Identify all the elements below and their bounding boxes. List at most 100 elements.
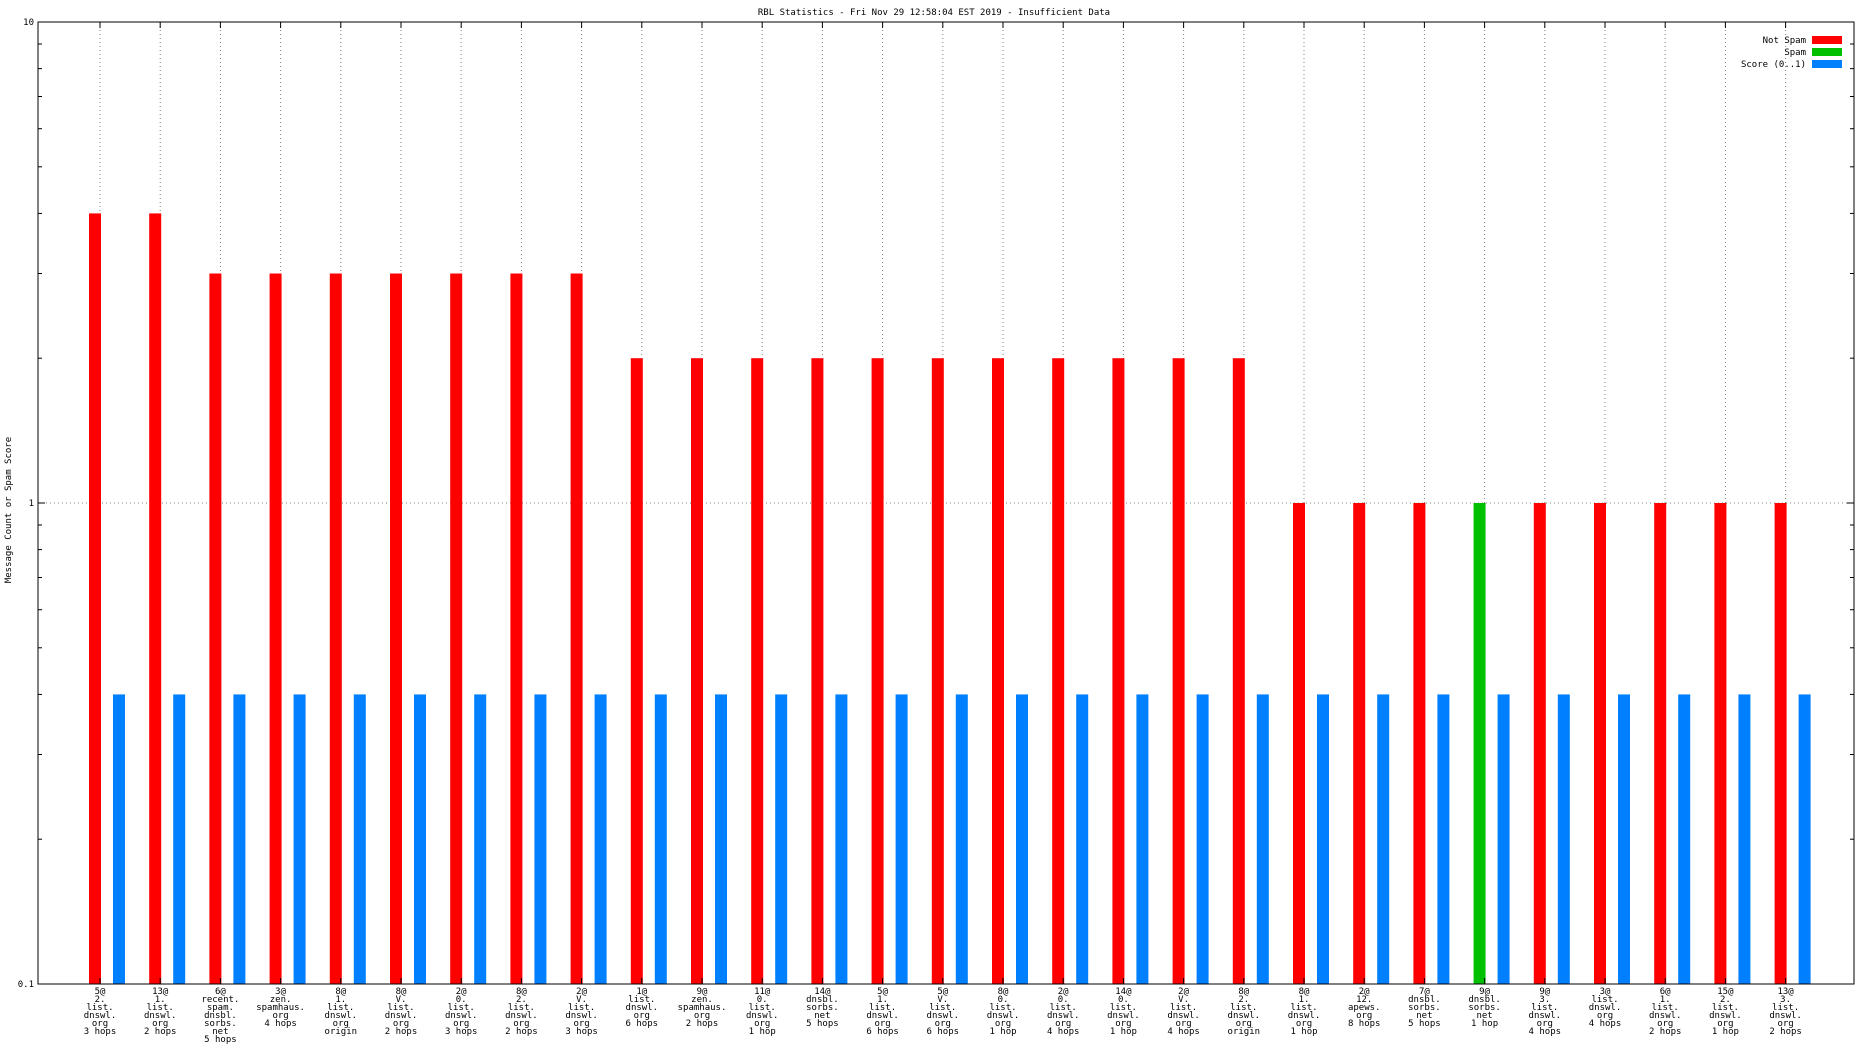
bar-score — [1497, 694, 1510, 984]
x-tick-label-line: 5 hops — [806, 1019, 839, 1029]
bar-score — [1136, 694, 1149, 984]
x-tick-label-line: 1 hop — [1471, 1019, 1498, 1029]
x-tick-label-line: list. — [1110, 1003, 1137, 1013]
x-tick-label-line: 2 hops — [1649, 1027, 1682, 1037]
x-tick-label-line: dnswl. — [565, 1011, 598, 1021]
x-tick-label-line: dnswl. — [626, 1003, 659, 1013]
x-tick-label-line: list. — [1290, 1003, 1317, 1013]
x-tick-label-line: dnswl. — [1288, 1011, 1321, 1021]
x-tick-label: 2@ 0. list. dnswl. org 4 hops — [1047, 987, 1080, 1037]
x-tick-label-line: 8@ — [1238, 987, 1249, 997]
x-tick-label-line: dnswl. — [325, 1011, 358, 1021]
x-tick-label-line: dnsbl. — [1408, 995, 1441, 1005]
x-tick-label-line: 2@ — [1178, 987, 1189, 997]
x-tick-label: 6@ 1. list. dnswl. org 2 hops — [1649, 987, 1682, 1037]
x-tick-label-line: org — [1777, 1019, 1793, 1029]
x-tick-label-line: sorbs. — [1408, 1003, 1441, 1013]
bar-not-spam — [329, 273, 342, 985]
x-tick-label-line: list. — [1652, 1003, 1679, 1013]
x-tick-label-line: org — [1236, 1019, 1252, 1029]
x-tick-label-line: org — [754, 1019, 770, 1029]
x-tick-label: 3@ list. dnswl. org 4 hops — [1589, 987, 1622, 1029]
bar-not-spam — [390, 273, 402, 985]
x-tick-label-line: dnswl. — [1769, 1011, 1802, 1021]
x-tick-label-line: list. — [387, 1003, 414, 1013]
x-tick-label-line: 2 hops — [505, 1027, 538, 1037]
x-tick-label-line: org — [333, 1019, 349, 1029]
x-tick-label-line: org — [272, 1011, 288, 1021]
x-tick-label-line: org — [1356, 1011, 1372, 1021]
bar-not-spam — [1714, 503, 1727, 984]
x-tick-label-line: 2@ — [576, 987, 587, 997]
x-tick-label-line: 0. — [1118, 995, 1129, 1005]
bar-not-spam — [89, 213, 101, 984]
x-tick-label-line: 4 hops — [1167, 1027, 1200, 1037]
x-tick-label-line: list. — [1230, 1003, 1257, 1013]
bar-score — [1738, 694, 1751, 984]
x-tick-label-line: dnswl. — [1107, 1011, 1140, 1021]
x-tick-label-line: 1. — [1660, 995, 1671, 1005]
x-tick-label-line: origin — [1228, 1027, 1261, 1037]
x-tick-label-line: org — [935, 1019, 951, 1029]
x-tick-label: 11@ 0. list. dnswl. org 1 hop — [746, 987, 779, 1037]
x-tick-label-line: 3. — [1780, 995, 1791, 1005]
x-tick-label-line: list. — [508, 1003, 535, 1013]
x-tick-label-line: zen. — [270, 995, 292, 1005]
x-tick-label-line: 8@ — [998, 987, 1009, 997]
bar-score — [775, 694, 788, 984]
x-tick-label-line: dnswl. — [1589, 1003, 1622, 1013]
x-tick-label-line: dnswl. — [866, 1011, 899, 1021]
x-tick-label-line: sorbs. — [1468, 1003, 1501, 1013]
bar-score — [1317, 694, 1329, 984]
bar-not-spam — [1112, 358, 1125, 984]
x-tick-label-line: spamhaus. — [678, 1003, 727, 1013]
x-tick-label-line: V. — [937, 995, 948, 1005]
x-tick-label-line: 1 hop — [1110, 1027, 1137, 1037]
x-tick-label-line: 9@ — [1479, 987, 1490, 997]
x-tick-label-line: 6 hops — [866, 1027, 899, 1037]
x-tick-label-line: 0. — [456, 995, 467, 1005]
x-tick-label-line: dnsbl. — [1468, 995, 1501, 1005]
x-tick-label: 9@ zen. spamhaus. org 2 hops — [678, 987, 727, 1029]
x-tick-label-line: 1. — [1299, 995, 1310, 1005]
x-tick-label-line: 5@ — [937, 987, 948, 997]
x-tick-label-line: list. — [1772, 1003, 1799, 1013]
x-tick-label-line: net — [814, 1011, 830, 1021]
x-tick-label-line: 6@ — [1660, 987, 1671, 997]
x-tick-label-line: 0. — [1058, 995, 1069, 1005]
x-tick-label: 9@ 3. list. dnswl. org 4 hops — [1529, 987, 1562, 1037]
x-tick-label-line: 4 hops — [1047, 1027, 1080, 1037]
bar-not-spam — [751, 358, 764, 984]
x-tick-label-line: dnswl. — [144, 1011, 177, 1021]
x-tick-label-line: 3 hops — [565, 1027, 598, 1037]
bar-score — [895, 694, 908, 984]
x-tick-label: 14@ dnsbl. sorbs. net 5 hops — [806, 987, 839, 1029]
x-tick-label-line: V. — [396, 995, 407, 1005]
legend-swatch — [1812, 48, 1842, 56]
x-tick-label-line: dnswl. — [445, 1011, 478, 1021]
x-tick-label-line: spam. — [207, 1003, 234, 1013]
x-tick-label-line: 8@ — [516, 987, 527, 997]
bar-not-spam — [269, 273, 282, 985]
bar-score — [1798, 694, 1811, 984]
x-tick-label-line: dnswl. — [385, 1011, 418, 1021]
x-tick-label-line: 8@ — [396, 987, 407, 997]
x-tick-label-line: 3. — [1539, 995, 1550, 1005]
bar-score — [835, 694, 848, 984]
x-tick-label-line: dnswl. — [746, 1011, 779, 1021]
bar-score — [113, 694, 125, 984]
x-tick-label: 13@ 1. list. dnswl. org 2 hops — [144, 987, 177, 1037]
bar-score — [1678, 694, 1691, 984]
x-tick-label: 7@ dnsbl. sorbs. net 5 hops — [1408, 987, 1441, 1029]
bar-score — [233, 694, 246, 984]
x-tick-label-line: net — [1476, 1011, 1492, 1021]
x-tick-label-line: 7@ — [1419, 987, 1430, 997]
x-tick-label-line: 3@ — [275, 987, 286, 997]
x-tick-label-line: 3 hops — [84, 1027, 117, 1037]
x-tick-label-line: 6 hops — [626, 1019, 659, 1029]
chart-title: RBL Statistics - Fri Nov 29 12:58:04 EST… — [758, 8, 1110, 18]
bar-not-spam — [1774, 503, 1787, 984]
x-tick-label: 2@ V. list. dnswl. org 3 hops — [565, 987, 598, 1037]
bar-not-spam — [450, 273, 463, 985]
bar-not-spam — [570, 273, 583, 985]
